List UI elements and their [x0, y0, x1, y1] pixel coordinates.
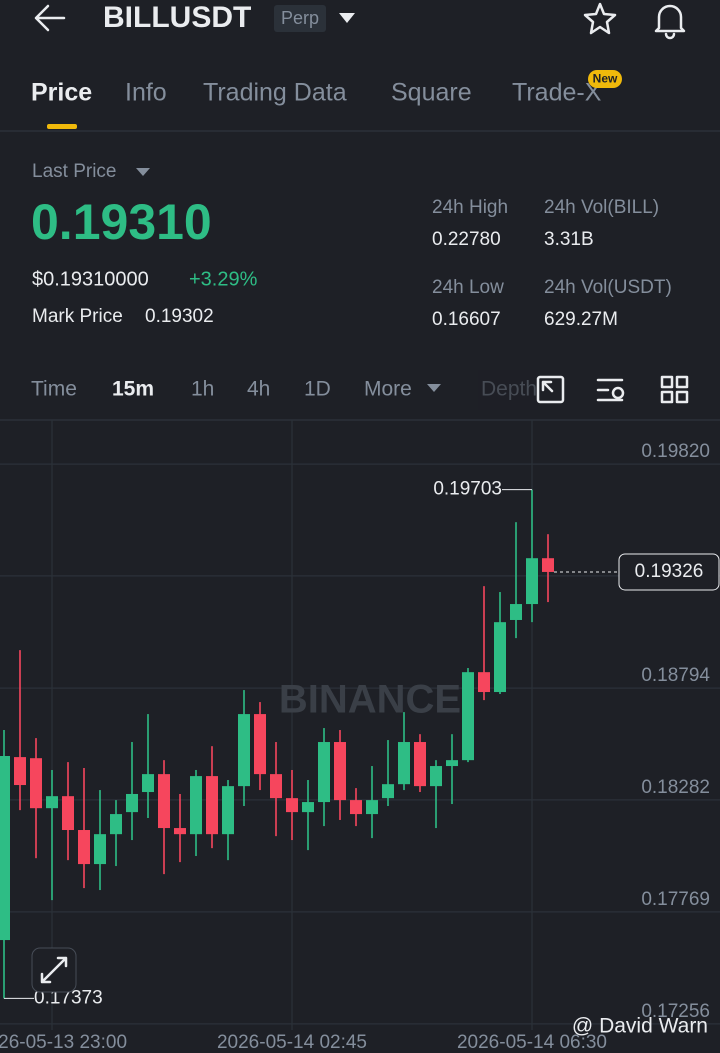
y-tick-label: 0.18794	[641, 665, 710, 686]
stat-label: 24h High	[432, 197, 508, 218]
stat-label: 24h Low	[432, 277, 504, 298]
mark-price-label: Mark Price	[32, 306, 123, 327]
stat-label: 24h Vol(BILL)	[544, 197, 659, 218]
low-label: 0.17373	[34, 987, 103, 1008]
candle-body	[398, 742, 410, 785]
candle-body	[366, 800, 378, 815]
credit: @ David Warn	[572, 1015, 708, 1038]
candle-body	[542, 558, 554, 572]
candle-body	[286, 798, 298, 813]
interval[interactable]: 15m	[112, 378, 154, 401]
alert-icon[interactable]	[654, 4, 686, 40]
interval[interactable]: More	[364, 378, 412, 401]
candle-body	[110, 814, 122, 835]
candle-body	[62, 796, 74, 831]
candle-body	[334, 742, 346, 801]
contract-tag	[274, 5, 326, 32]
tab[interactable]: Square	[391, 79, 472, 107]
mark-price: 0.19302	[145, 306, 214, 327]
candle-body	[14, 757, 26, 786]
watermark: BINANCE	[279, 678, 461, 722]
stat-label: 24h Vol(USDT)	[544, 277, 672, 298]
stats: 24h High 0.22780 24h Vol(BILL) 3.31B 24h Low…	[432, 197, 672, 330]
last-price-box	[618, 553, 720, 591]
candle-body	[318, 742, 330, 803]
favorite-icon[interactable]	[583, 2, 617, 35]
tab[interactable]: Trade-X	[512, 79, 602, 107]
chart-settings-icons[interactable]	[536, 375, 689, 404]
candle-body	[238, 714, 250, 787]
candle-body	[0, 756, 10, 941]
badge	[588, 70, 622, 88]
candle-body	[126, 793, 138, 813]
candle-body	[78, 830, 90, 865]
candle-body	[190, 776, 202, 835]
candle-body	[30, 758, 42, 809]
x-tick-label: 2026-05-13 23:00	[0, 1032, 127, 1053]
symbol-dropdown[interactable]	[339, 13, 355, 23]
tab[interactable]: Info	[125, 79, 167, 107]
candle-body	[46, 796, 58, 809]
interval[interactable]: 1h	[191, 378, 214, 401]
y-tick-label: 0.17256	[641, 1001, 710, 1022]
high-label: 0.19703	[433, 479, 502, 500]
back-button[interactable]	[34, 4, 66, 32]
candle-body	[446, 760, 458, 767]
candles	[0, 489, 554, 999]
overlay: 0.19703 0.17373 0.19326	[4, 479, 720, 1008]
candle-body	[254, 714, 266, 775]
last-price-dropdown[interactable]	[136, 168, 150, 176]
y-tick-label: 0.18282	[641, 777, 710, 798]
contract: Perp	[281, 8, 319, 28]
badge-text: New	[593, 72, 618, 86]
fade	[478, 370, 538, 410]
candle-body	[494, 622, 506, 693]
candle-body	[174, 828, 186, 835]
candle-body	[302, 802, 314, 813]
candle-body	[350, 800, 362, 815]
usd-price: $0.19310000	[32, 268, 149, 290]
candle-body	[462, 672, 474, 761]
stat-value: 0.16607	[432, 309, 501, 330]
interval[interactable]: 1D	[304, 378, 331, 401]
tab[interactable]: Trading Data	[203, 79, 347, 107]
candle-body	[270, 774, 282, 799]
last-price: 0.19310	[31, 194, 212, 250]
last-price-label: 0.19326	[635, 561, 704, 582]
expand-icon	[40, 956, 68, 984]
stat-value: 3.31B	[544, 229, 594, 250]
candle-body	[510, 604, 522, 620]
stat-value: 0.22780	[432, 229, 501, 250]
candle-body	[222, 786, 234, 835]
candle-body	[526, 558, 538, 605]
tab[interactable]: Price	[31, 79, 92, 107]
interval[interactable]: Time	[31, 378, 77, 401]
candle-body	[94, 834, 106, 865]
interval[interactable]: 4h	[247, 378, 270, 401]
y-tick-label: 0.19820	[641, 441, 710, 462]
candle-body	[206, 776, 218, 835]
candle-body	[142, 774, 154, 793]
y-tick-label: 0.17769	[641, 889, 710, 910]
last-price-label: Last Price	[32, 161, 116, 182]
tab-bar: Price Info Trading Data Square Trade-X	[31, 79, 602, 107]
candle-body	[414, 742, 426, 787]
x-tick-label: 2026-05-14 02:45	[217, 1032, 367, 1053]
active-tab-indicator	[47, 124, 77, 129]
candle-body	[158, 774, 170, 829]
candle-body	[478, 672, 490, 693]
stat-value: 629.27M	[544, 309, 618, 330]
price-change: +3.29%	[189, 268, 258, 290]
candle-body	[430, 766, 442, 787]
symbol: BILLUSDT	[103, 1, 251, 34]
candle-body	[382, 784, 394, 799]
x-tick-label: 2026-05-14 06:30	[457, 1032, 607, 1053]
more-dropdown[interactable]	[427, 384, 441, 392]
